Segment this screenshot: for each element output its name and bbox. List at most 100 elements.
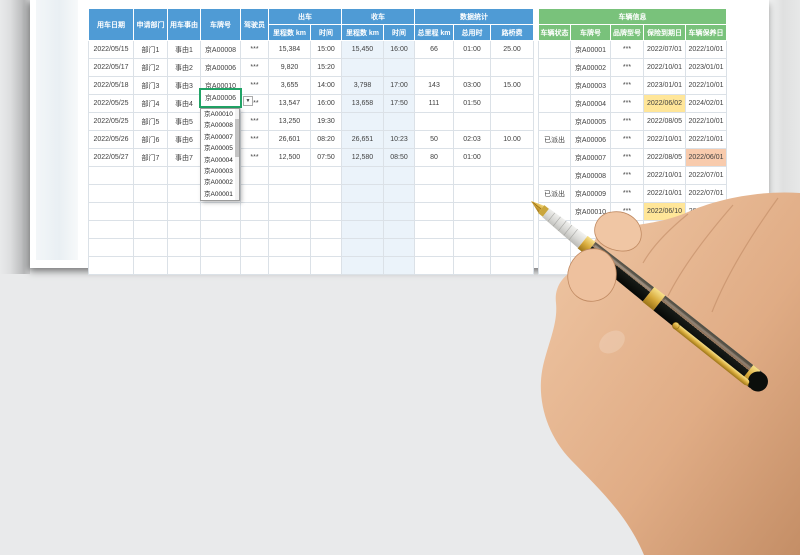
table-cell[interactable]: *** <box>610 94 644 113</box>
table-cell[interactable]: *** <box>610 58 644 77</box>
table-cell[interactable]: 12,500 <box>268 148 311 167</box>
table-cell[interactable] <box>133 238 168 257</box>
table-cell[interactable]: 2022/05/15 <box>88 40 134 59</box>
table-cell[interactable] <box>383 238 415 257</box>
table-cell[interactable] <box>453 220 491 239</box>
table-cell[interactable] <box>538 94 571 113</box>
dropdown-scrollbar[interactable] <box>235 109 239 200</box>
table-cell[interactable] <box>240 220 269 239</box>
table-cell[interactable] <box>341 184 384 203</box>
table-cell[interactable] <box>341 166 384 185</box>
table-cell[interactable] <box>341 58 384 77</box>
table-cell[interactable] <box>414 184 454 203</box>
table-cell[interactable] <box>414 256 454 275</box>
table-cell[interactable]: 京A00003 <box>570 76 611 95</box>
table-cell[interactable] <box>453 202 491 221</box>
table-cell[interactable] <box>610 238 644 257</box>
table-cell[interactable]: 15,384 <box>268 40 311 59</box>
table-cell[interactable]: 京A00001 <box>570 40 611 59</box>
table-cell[interactable] <box>538 238 571 257</box>
table-cell[interactable]: 事由1 <box>167 40 201 59</box>
table-cell[interactable] <box>383 166 415 185</box>
table-cell[interactable] <box>414 238 454 257</box>
table-cell[interactable]: 京A00007 <box>570 148 611 167</box>
table-cell[interactable] <box>383 112 415 131</box>
table-cell[interactable]: 京A00008 <box>570 166 611 185</box>
table-cell[interactable]: 2022/08/05 <box>643 112 686 131</box>
table-cell[interactable]: 17:50 <box>383 94 415 113</box>
table-cell[interactable] <box>268 202 311 221</box>
table-cell[interactable]: 2022/05/25 <box>88 112 134 131</box>
table-cell[interactable] <box>453 238 491 257</box>
table-cell[interactable] <box>684 220 728 239</box>
table-cell[interactable] <box>489 94 535 113</box>
table-cell[interactable] <box>489 184 535 203</box>
table-cell[interactable]: 08:20 <box>310 130 342 149</box>
table-cell[interactable] <box>200 220 241 239</box>
table-cell[interactable]: 2023/01/01 <box>643 76 686 95</box>
table-cell[interactable] <box>310 202 342 221</box>
table-cell[interactable] <box>489 112 535 131</box>
table-cell[interactable]: 26,601 <box>268 130 311 149</box>
table-cell[interactable]: 2022/10/01 <box>684 76 728 95</box>
table-cell[interactable] <box>341 220 384 239</box>
table-cell[interactable]: 事由4 <box>167 94 201 113</box>
table-cell[interactable] <box>310 184 342 203</box>
table-cell[interactable] <box>200 238 241 257</box>
table-cell[interactable]: 03:00 <box>453 76 491 95</box>
table-cell[interactable] <box>88 256 134 275</box>
table-cell[interactable]: 13,547 <box>268 94 311 113</box>
table-cell[interactable] <box>538 202 571 221</box>
table-cell[interactable]: *** <box>610 166 644 185</box>
table-cell[interactable]: 2022/10/01 <box>684 130 728 149</box>
dropdown-item[interactable]: 京A00007 <box>204 133 233 141</box>
table-cell[interactable]: 事由2 <box>167 58 201 77</box>
table-cell[interactable] <box>383 220 415 239</box>
table-cell[interactable] <box>643 256 686 275</box>
table-cell[interactable] <box>538 40 571 59</box>
table-cell[interactable] <box>268 220 311 239</box>
table-cell[interactable] <box>453 184 491 203</box>
table-cell[interactable]: 已派出 <box>538 184 571 203</box>
table-cell[interactable]: 2022/06/10 <box>643 202 686 221</box>
dropdown-scrollbar-thumb[interactable] <box>235 119 239 157</box>
table-cell[interactable] <box>240 202 269 221</box>
table-cell[interactable]: 08:50 <box>383 148 415 167</box>
table-cell[interactable]: 16:00 <box>383 40 415 59</box>
table-cell[interactable]: 2022/06/02 <box>643 94 686 113</box>
table-cell[interactable] <box>489 256 535 275</box>
table-cell[interactable] <box>489 166 535 185</box>
table-cell[interactable]: *** <box>240 148 269 167</box>
table-cell[interactable]: 26,651 <box>341 130 384 149</box>
table-cell[interactable] <box>341 202 384 221</box>
table-cell[interactable]: *** <box>240 76 269 95</box>
table-cell[interactable]: 事由6 <box>167 130 201 149</box>
table-cell[interactable]: 01:50 <box>453 94 491 113</box>
table-cell[interactable]: 01:00 <box>453 40 491 59</box>
table-cell[interactable] <box>310 256 342 275</box>
table-cell[interactable]: 部门7 <box>133 148 168 167</box>
table-cell[interactable] <box>167 220 201 239</box>
table-cell[interactable] <box>489 202 535 221</box>
table-cell[interactable] <box>200 202 241 221</box>
table-cell[interactable]: *** <box>240 112 269 131</box>
table-cell[interactable]: 2022/07/01 <box>643 40 686 59</box>
table-cell[interactable] <box>268 184 311 203</box>
table-cell[interactable]: 2022/07/01 <box>684 166 728 185</box>
table-cell[interactable]: 2022/10/01 <box>643 58 686 77</box>
table-cell[interactable] <box>88 184 134 203</box>
table-cell[interactable]: 10.00 <box>489 130 535 149</box>
table-cell[interactable] <box>383 58 415 77</box>
table-cell[interactable] <box>167 238 201 257</box>
table-cell[interactable] <box>240 184 269 203</box>
table-cell[interactable] <box>310 220 342 239</box>
table-cell[interactable]: 2022/06/01 <box>684 148 728 167</box>
table-cell[interactable]: 部门3 <box>133 76 168 95</box>
table-cell[interactable]: 9,820 <box>268 58 311 77</box>
table-cell[interactable] <box>167 202 201 221</box>
table-cell[interactable] <box>538 256 571 275</box>
table-cell[interactable]: 2022/10/01 <box>643 166 686 185</box>
table-cell[interactable] <box>489 148 535 167</box>
table-cell[interactable] <box>610 220 644 239</box>
table-cell[interactable]: 2022/08/05 <box>643 148 686 167</box>
